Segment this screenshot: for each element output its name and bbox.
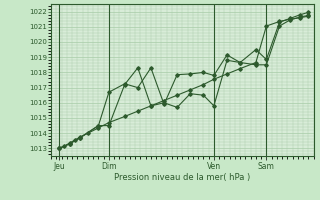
X-axis label: Pression niveau de la mer( hPa ): Pression niveau de la mer( hPa ) <box>114 173 251 182</box>
